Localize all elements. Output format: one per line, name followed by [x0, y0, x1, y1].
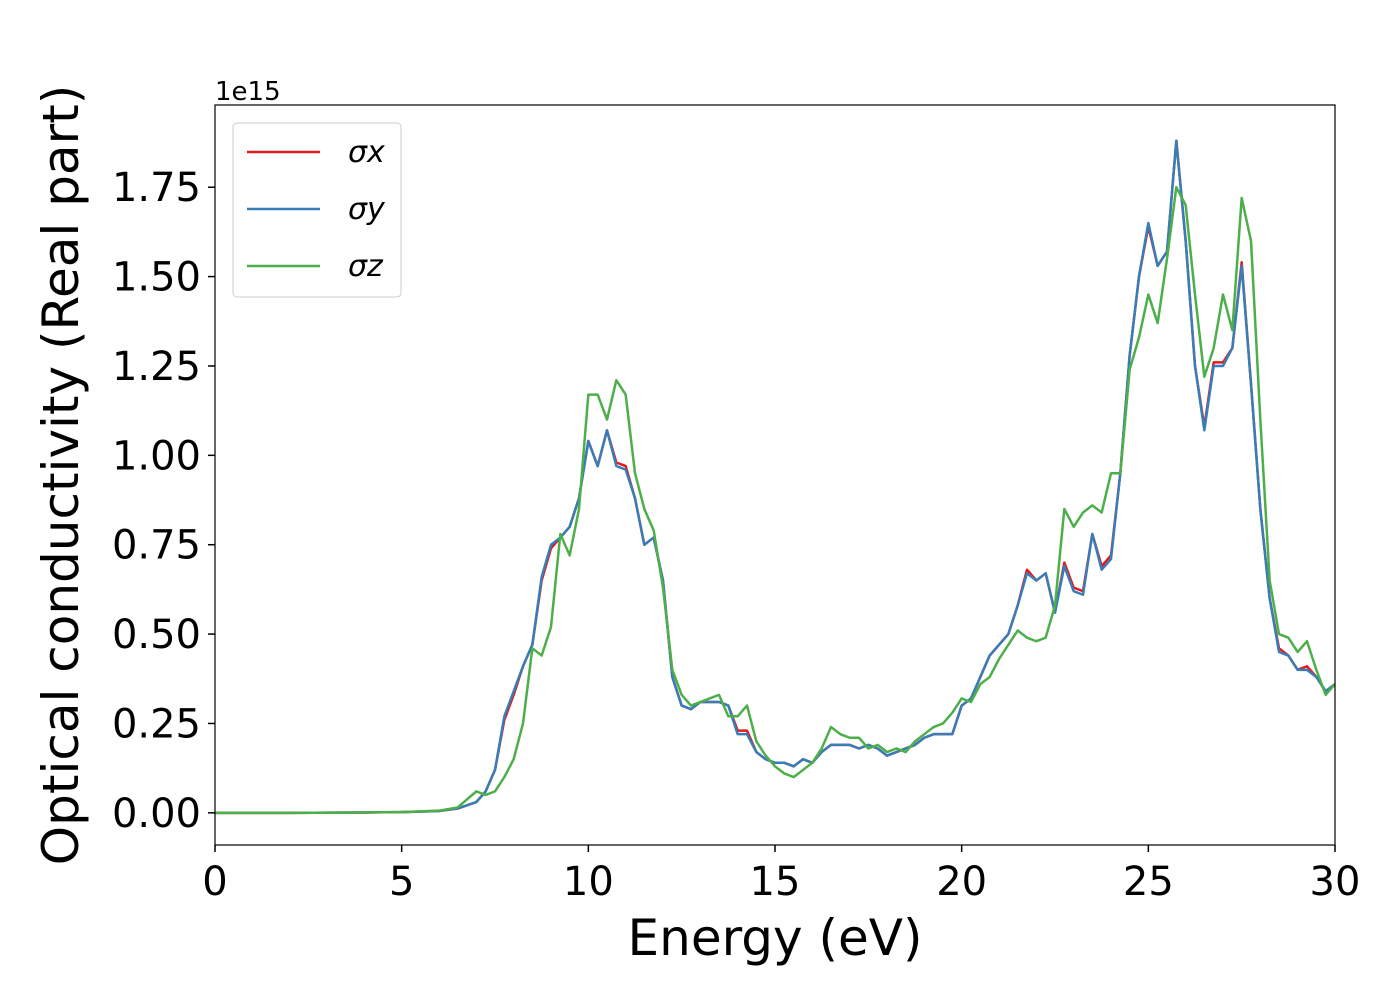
legend-label: σz: [348, 249, 384, 284]
y-tick-label: 1.50: [112, 255, 201, 301]
x-tick-label: 0: [202, 859, 227, 905]
series-line: [215, 139, 1335, 815]
y-tick-label: 0.50: [112, 612, 201, 658]
y-tick-label: 0.25: [112, 701, 201, 747]
y-tick-label: 1.75: [112, 165, 201, 211]
legend-label: σx: [348, 135, 385, 170]
y-tick-label: 1.25: [112, 344, 201, 390]
x-tick-label: 20: [936, 859, 987, 905]
x-tick-label: 15: [750, 859, 801, 905]
y-tick-label: 0.00: [112, 791, 201, 837]
y-tick-label: 0.75: [112, 523, 201, 569]
y-axis-label: Optical conductivity (Real part): [32, 85, 90, 866]
y-tick-label: 1.00: [112, 433, 201, 479]
legend-label: σy: [348, 192, 386, 227]
x-tick-label: 10: [563, 859, 614, 905]
x-tick-label: 25: [1123, 859, 1174, 905]
x-axis-label: Energy (eV): [628, 909, 923, 967]
plot-frame: [214, 104, 1336, 846]
series-line: [215, 185, 1335, 815]
y-offset-text: 1e15: [215, 77, 281, 107]
x-tick-label: 30: [1310, 859, 1361, 905]
x-tick-label: 5: [389, 859, 414, 905]
